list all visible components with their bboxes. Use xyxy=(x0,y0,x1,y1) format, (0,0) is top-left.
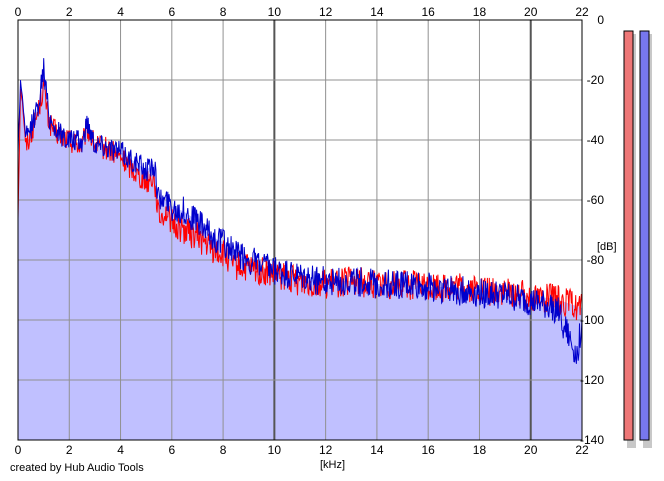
x-tick-label-top: 16 xyxy=(422,5,436,19)
series-line-2 xyxy=(17,58,583,364)
x-tick-label-bottom: 0 xyxy=(15,443,22,457)
x-tick-label-bottom: 6 xyxy=(168,443,175,457)
y-tick-labels: 0 -20 -40 -60 -80 -100 -120 -140 xyxy=(580,13,604,447)
x-tick-label-bottom: 16 xyxy=(422,443,436,457)
level-meter-bar xyxy=(639,30,650,441)
y-tick-label: 0 xyxy=(597,13,604,27)
x-tick-label-bottom: 8 xyxy=(220,443,227,457)
x-tick-label-bottom: 22 xyxy=(575,443,589,457)
x-tick-label-top: 14 xyxy=(370,5,384,19)
y-axis-unit-label: [dB] xyxy=(597,241,617,253)
spectrum-fill-area xyxy=(18,68,582,440)
y-tick-label: -100 xyxy=(580,313,604,327)
x-axis-unit-label: [kHz] xyxy=(320,459,345,471)
level-meters xyxy=(623,30,652,448)
x-tick-label-bottom: 18 xyxy=(473,443,487,457)
y-tick-label: -140 xyxy=(580,433,604,447)
level-meter-bar xyxy=(623,30,634,441)
y-tick-label: -120 xyxy=(580,373,604,387)
x-tick-label-bottom: 4 xyxy=(117,443,124,457)
spectrum-fill xyxy=(18,68,582,440)
x-tick-label-top: 2 xyxy=(66,5,73,19)
x-tick-label-top: 18 xyxy=(473,5,487,19)
y-tick-label: -60 xyxy=(587,193,605,207)
plot-border xyxy=(17,19,583,441)
y-tick-label: -40 xyxy=(587,133,605,147)
x-tick-label-bottom: 2 xyxy=(66,443,73,457)
x-tick-label-bottom: 12 xyxy=(319,443,333,457)
credit-text: created by Hub Audio Tools xyxy=(10,462,144,474)
x-tick-label-bottom: 14 xyxy=(370,443,384,457)
x-tick-label-bottom: 10 xyxy=(268,443,282,457)
y-tick-label: -20 xyxy=(587,73,605,87)
x-tick-label-top: 12 xyxy=(319,5,333,19)
x-tick-labels-top: 0 2 4 6 8 10 12 14 16 18 20 22 xyxy=(15,5,589,19)
x-tick-labels-bottom: 0 2 4 6 8 10 12 14 16 18 20 22 xyxy=(15,443,589,457)
y-tick-label: -80 xyxy=(587,253,605,267)
spectrum-series-lines xyxy=(17,58,583,364)
x-tick-label-top: 20 xyxy=(524,5,538,19)
x-tick-label-top: 6 xyxy=(168,5,175,19)
x-tick-label-top: 4 xyxy=(117,5,124,19)
x-tick-label-top: 0 xyxy=(15,5,22,19)
x-tick-label-top: 8 xyxy=(220,5,227,19)
x-tick-label-top: 10 xyxy=(268,5,282,19)
x-tick-label-top: 22 xyxy=(575,5,589,19)
x-tick-label-bottom: 20 xyxy=(524,443,538,457)
